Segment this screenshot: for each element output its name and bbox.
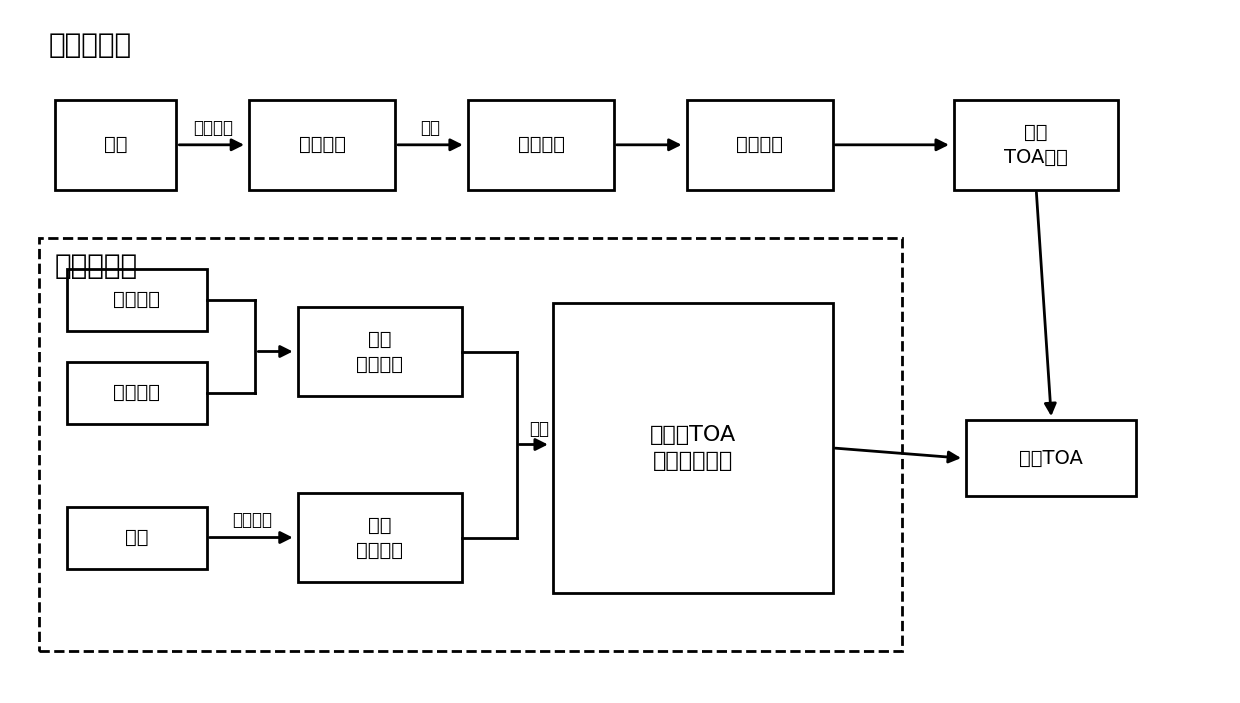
Text: 目标: 目标 <box>125 528 149 547</box>
Text: 幅度: 幅度 <box>420 119 440 136</box>
Text: 距离信息: 距离信息 <box>193 119 233 136</box>
Text: 距离信息: 距离信息 <box>232 511 273 529</box>
Text: 功率: 功率 <box>528 420 549 437</box>
Text: 信号级仿真: 信号级仿真 <box>48 31 131 59</box>
FancyBboxPatch shape <box>67 269 207 331</box>
FancyBboxPatch shape <box>249 100 396 190</box>
Text: 信号TOA: 信号TOA <box>1019 449 1084 467</box>
Text: 信道
变化功率: 信道 变化功率 <box>356 330 403 373</box>
Text: 功能级仿真: 功能级仿真 <box>55 252 138 280</box>
Text: 信号功率: 信号功率 <box>299 135 346 155</box>
FancyBboxPatch shape <box>55 100 176 190</box>
FancyBboxPatch shape <box>553 303 832 593</box>
FancyBboxPatch shape <box>966 420 1136 496</box>
FancyBboxPatch shape <box>298 307 463 396</box>
Bar <box>40 238 901 651</box>
Text: 路径
损耗功率: 路径 损耗功率 <box>356 515 403 560</box>
Text: 信号
TOA算法: 信号 TOA算法 <box>1004 123 1068 167</box>
FancyBboxPatch shape <box>467 100 614 190</box>
Text: 阴影衰落: 阴影衰落 <box>113 290 160 309</box>
FancyBboxPatch shape <box>67 506 207 569</box>
FancyBboxPatch shape <box>687 100 832 190</box>
Text: 信号接收: 信号接收 <box>737 135 784 155</box>
Text: 功率与TOA
的数学关系式: 功率与TOA 的数学关系式 <box>650 425 737 471</box>
FancyBboxPatch shape <box>954 100 1118 190</box>
Text: 信号模拟: 信号模拟 <box>517 135 564 155</box>
Text: 多径衰落: 多径衰落 <box>113 383 160 402</box>
FancyBboxPatch shape <box>67 362 207 424</box>
Text: 目标: 目标 <box>104 135 128 155</box>
FancyBboxPatch shape <box>298 493 463 582</box>
